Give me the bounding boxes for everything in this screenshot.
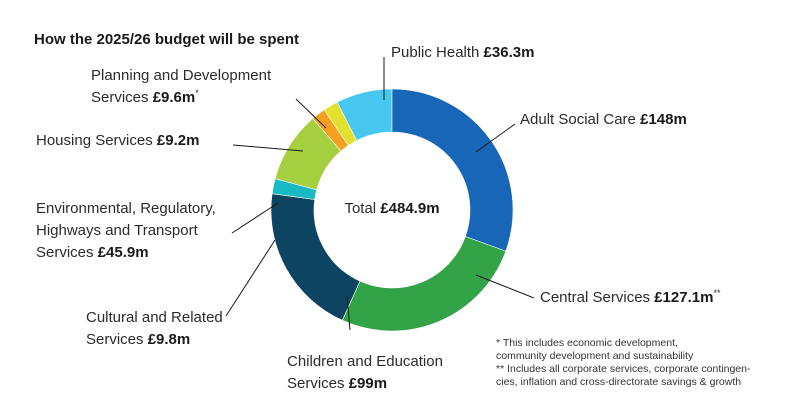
leaders-layer	[225, 57, 535, 331]
name-central-services: Central Services	[540, 289, 650, 306]
leader-planning-and-development-services	[295, 98, 327, 129]
value-planning-and-development-services: £9.6m	[149, 89, 196, 106]
chart-title: How the 2025/26 budget will be spent	[34, 31, 299, 48]
leader-central-services	[475, 274, 535, 299]
name-children-and-education-services-line-1: Children and Education	[287, 353, 443, 370]
name-planning-and-development-services-line-2: Services	[91, 89, 149, 106]
leader-housing-services	[232, 144, 304, 152]
slice-central-services	[341, 236, 507, 332]
footnote-mark-planning-and-development-services: *	[195, 88, 199, 98]
footnote-line-3: ** Includes all corporate services, corp…	[496, 363, 751, 375]
center-total-label: Total £484.9m	[344, 200, 439, 217]
name-planning-and-development-services-line-1: Planning and Development	[91, 67, 272, 84]
label-public-health: Public Health £36.3m	[391, 44, 534, 61]
footnote-line-4: cies, inflation and cross-directorate sa…	[496, 376, 741, 388]
leader-children-and-education-services	[346, 295, 351, 331]
value-public-health: £36.3m	[479, 44, 534, 61]
label-housing-services: Housing Services £9.2m	[36, 132, 199, 149]
name-children-and-education-services-line-2: Services	[287, 375, 345, 392]
slice-planning-and-development-services	[323, 101, 358, 146]
value-adult-social-care: £148m	[636, 111, 687, 128]
slices-layer	[270, 88, 514, 332]
footnotes: * This includes economic development,com…	[496, 337, 751, 388]
label-environmental-regulatory-highways-and-transport-services: Environmental, Regulatory, Highways and T…	[36, 200, 216, 261]
value-children-and-education-services: £99m	[345, 375, 388, 392]
center-total-value: £484.9m	[380, 200, 439, 217]
value-central-services: £127.1m	[650, 289, 713, 306]
footnote-line-1: * This includes economic development,	[496, 337, 678, 349]
name-housing-services: Housing Services	[36, 132, 153, 149]
footnote-line-2: community development and sustainability	[496, 350, 694, 362]
leader-cultural-and-related-services	[225, 239, 276, 317]
leader-adult-social-care	[475, 123, 516, 153]
label-cultural-and-related-services: Cultural and Related Services £9.8m	[86, 309, 223, 348]
label-central-services: Central Services £127.1m**	[540, 288, 721, 306]
center-total-text: Total	[344, 200, 380, 217]
name-adult-social-care: Adult Social Care	[520, 111, 636, 128]
footnote-mark-central-services: **	[713, 288, 721, 298]
labels-layer: Public Health £36.3m Adult Social Care £1…	[36, 44, 721, 392]
name-environmental-regulatory-highways-and-transport-services-line-2: Highways and Transport	[36, 222, 199, 239]
name-public-health: Public Health	[391, 44, 479, 61]
name-cultural-and-related-services-line-2: Services	[86, 331, 144, 348]
value-cultural-and-related-services: £9.8m	[144, 331, 191, 348]
name-cultural-and-related-services-line-1: Cultural and Related	[86, 309, 223, 326]
label-adult-social-care: Adult Social Care £148m	[520, 111, 687, 128]
label-children-and-education-services: Children and Education Services £99m	[287, 353, 443, 392]
name-environmental-regulatory-highways-and-transport-services-line-1: Environmental, Regulatory,	[36, 200, 216, 217]
label-planning-and-development-services: Planning and Development Services £9.6m*	[91, 67, 272, 106]
value-environmental-regulatory-highways-and-transport-services: £45.9m	[94, 244, 149, 261]
slice-adult-social-care	[391, 88, 514, 252]
leader-environmental-regulatory-highways-and-transport-services	[231, 202, 279, 234]
name-environmental-regulatory-highways-and-transport-services-line-3: Services	[36, 244, 94, 261]
value-housing-services: £9.2m	[153, 132, 200, 149]
